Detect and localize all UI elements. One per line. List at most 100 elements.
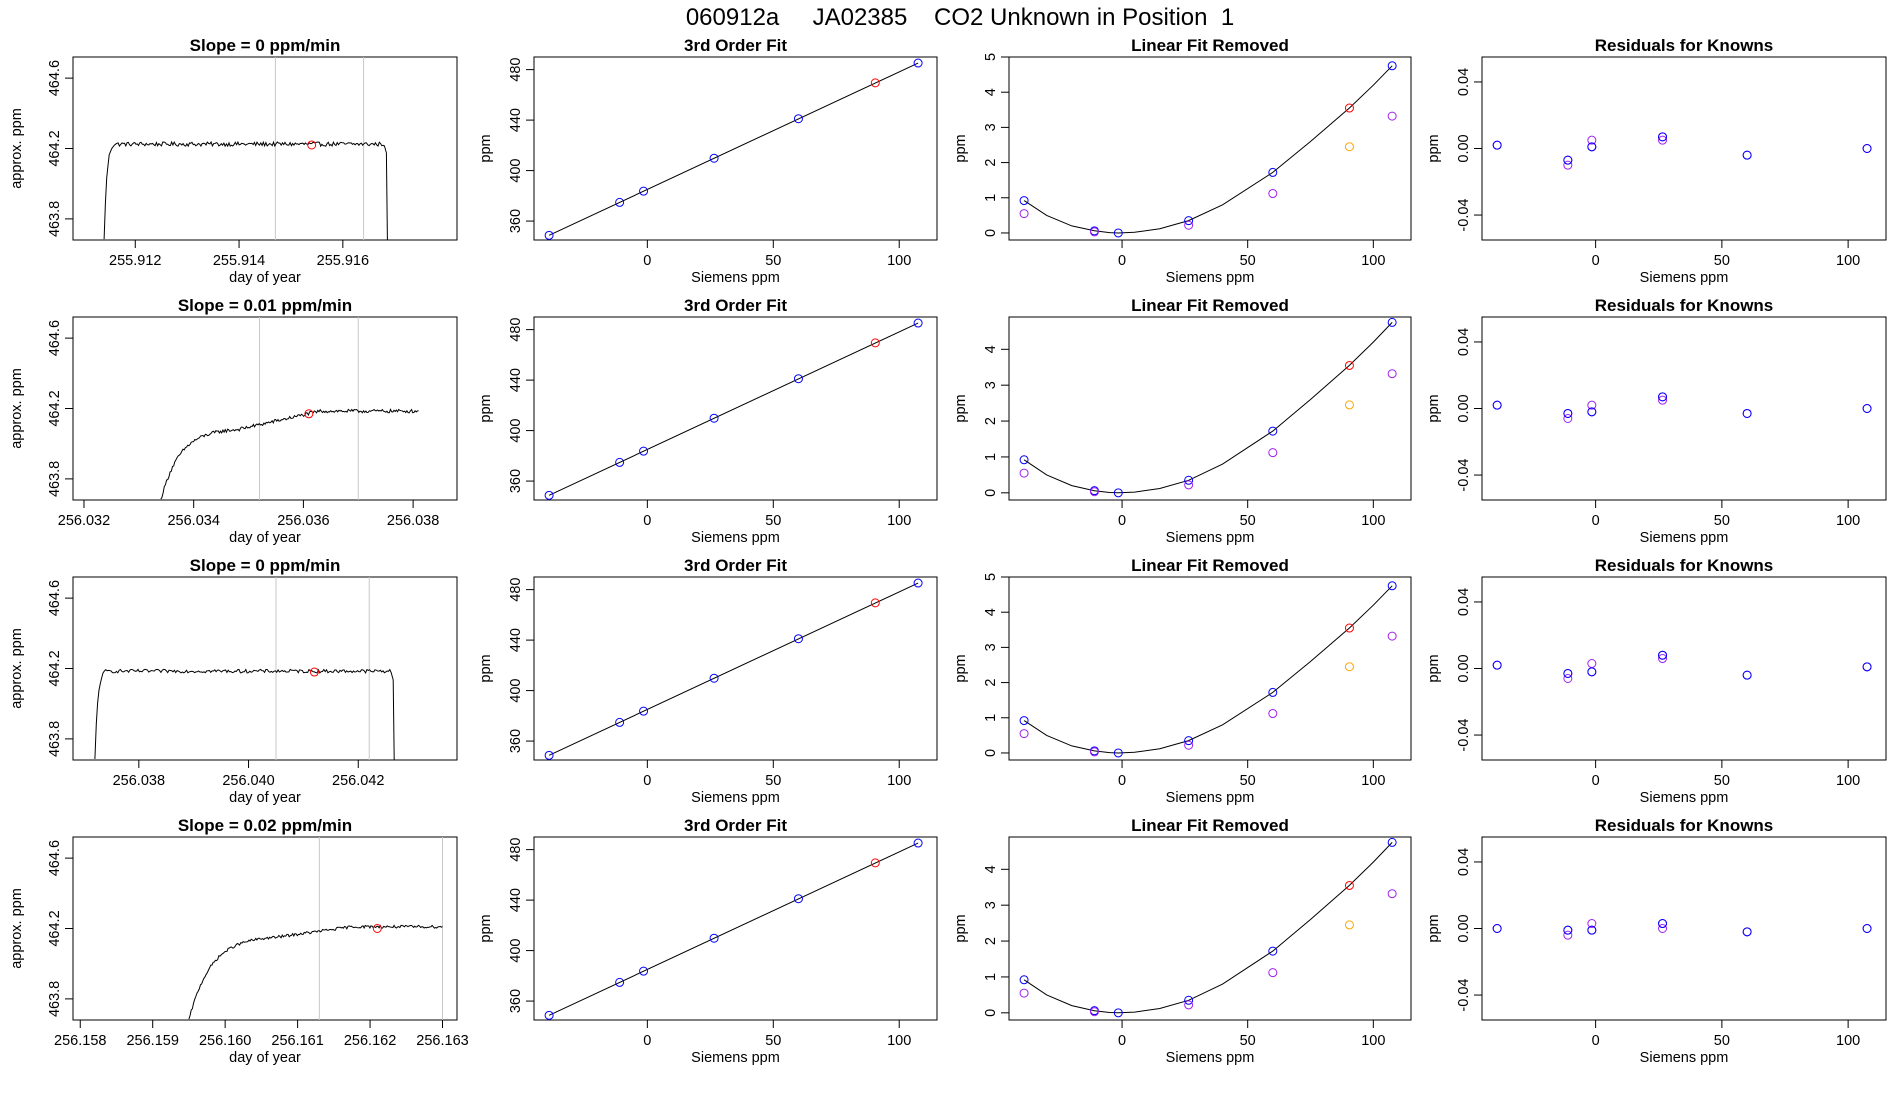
y-tick-label: 360 bbox=[508, 729, 524, 753]
data-point bbox=[793, 114, 803, 124]
plot-area bbox=[103, 57, 388, 240]
x-tick-label: 255.914 bbox=[213, 253, 265, 269]
data-point bbox=[1184, 480, 1194, 490]
chart-title: Slope = 0 ppm/min bbox=[190, 36, 341, 55]
data-point bbox=[913, 318, 923, 328]
plot-frame bbox=[1481, 316, 1887, 501]
x-tick-label: 100 bbox=[1836, 253, 1860, 269]
data-point bbox=[1658, 924, 1668, 933]
x-tick-label: 0 bbox=[1592, 513, 1600, 529]
y-tick-label: 480 bbox=[508, 578, 524, 602]
y-tick-label: 464.6 bbox=[47, 580, 63, 616]
chart-title: Slope = 0.02 ppm/min bbox=[178, 816, 352, 835]
plot-area bbox=[544, 578, 923, 760]
plot-area bbox=[544, 838, 923, 1020]
x-tick-label: 256.159 bbox=[126, 1033, 178, 1049]
x-tick-label: 255.916 bbox=[317, 253, 369, 269]
trace-line bbox=[94, 668, 395, 760]
chart-panel: 3rd Order Fit 0 50 100 360 400 440 480 Siemens p… bbox=[478, 36, 938, 286]
data-point bbox=[1344, 880, 1354, 890]
chart-panel: Residuals for Knowns 0 50 100 -0.04 0.00 0.04 S… bbox=[1426, 816, 1887, 1066]
plot-frame bbox=[533, 316, 938, 501]
fit-line bbox=[548, 322, 919, 496]
y-tick-label: 4 bbox=[983, 345, 999, 353]
y-tick-label: 1 bbox=[983, 194, 999, 202]
x-tick-label: 0 bbox=[643, 1033, 651, 1049]
y-tick-label: 4 bbox=[983, 88, 999, 96]
data-point bbox=[1387, 317, 1397, 327]
y-tick-label: 360 bbox=[508, 989, 524, 1013]
y-tick-label: 0 bbox=[983, 229, 999, 237]
y-axis-label: ppm bbox=[1426, 914, 1442, 942]
chart-title: 3rd Order Fit bbox=[684, 296, 787, 315]
data-point bbox=[1658, 654, 1668, 664]
y-tick-label: 1 bbox=[983, 453, 999, 461]
trace-line bbox=[160, 408, 419, 500]
data-point bbox=[1587, 667, 1597, 677]
data-point bbox=[1387, 889, 1397, 899]
x-tick-label: 100 bbox=[1836, 513, 1860, 529]
fit-line bbox=[548, 62, 919, 236]
data-point bbox=[1658, 392, 1668, 402]
data-point bbox=[1184, 220, 1194, 230]
x-axis-label: Siemens ppm bbox=[1166, 790, 1255, 806]
plot-frame bbox=[72, 836, 458, 1021]
data-point bbox=[1019, 468, 1029, 478]
y-tick-label: 0 bbox=[983, 1009, 999, 1017]
unknown-point bbox=[307, 140, 317, 150]
data-point bbox=[870, 598, 880, 608]
plot-area bbox=[94, 577, 395, 760]
chart-panel: Linear Fit Removed 0 50 100 0 1 2 3 4 5 Siemens pp… bbox=[953, 36, 1412, 286]
y-tick-label: -0.04 bbox=[1456, 979, 1472, 1012]
y-tick-label: 360 bbox=[508, 469, 524, 493]
data-point bbox=[913, 838, 923, 848]
x-tick-label: 100 bbox=[887, 253, 911, 269]
y-tick-label: 464.6 bbox=[47, 320, 63, 356]
chart-title: Slope = 0.01 ppm/min bbox=[178, 296, 352, 315]
plot-frame bbox=[72, 316, 458, 501]
data-point bbox=[709, 413, 719, 423]
data-point bbox=[615, 717, 625, 727]
x-tick-label: 0 bbox=[643, 253, 651, 269]
data-point bbox=[544, 490, 554, 500]
x-tick-label: 256.038 bbox=[387, 513, 439, 529]
figure-title: 060912a JA02385 CO2 Unknown in Position … bbox=[686, 4, 1234, 31]
x-axis-label: Siemens ppm bbox=[1166, 1050, 1255, 1066]
y-tick-label: 3 bbox=[983, 381, 999, 389]
x-axis-label: Siemens ppm bbox=[691, 790, 780, 806]
x-axis-label: Siemens ppm bbox=[1640, 1050, 1729, 1066]
data-point bbox=[1587, 659, 1597, 669]
data-point bbox=[1563, 925, 1573, 935]
y-axis-label: ppm bbox=[1426, 134, 1442, 162]
data-point bbox=[1563, 160, 1573, 170]
x-tick-label: 50 bbox=[1714, 773, 1730, 789]
x-tick-label: 256.162 bbox=[344, 1033, 396, 1049]
fit-curve bbox=[1023, 322, 1393, 494]
x-tick-label: 50 bbox=[1240, 253, 1256, 269]
data-point bbox=[1587, 919, 1597, 929]
plot-frame bbox=[72, 56, 458, 241]
data-point bbox=[793, 634, 803, 644]
data-point bbox=[544, 750, 554, 760]
x-axis-label: Siemens ppm bbox=[1166, 530, 1255, 546]
plot-frame bbox=[533, 56, 938, 241]
x-tick-label: 100 bbox=[1361, 513, 1385, 529]
y-axis-label: approx. ppm bbox=[9, 888, 25, 969]
data-point bbox=[1089, 227, 1099, 237]
x-tick-label: 0 bbox=[1118, 1033, 1126, 1049]
plot-area bbox=[544, 318, 923, 500]
data-point bbox=[793, 894, 803, 904]
data-point bbox=[1742, 408, 1752, 418]
plot-area bbox=[1492, 132, 1872, 170]
fit-curve bbox=[1023, 842, 1393, 1014]
data-point bbox=[1184, 1000, 1194, 1010]
plot-frame bbox=[1481, 56, 1887, 241]
y-axis-label: ppm bbox=[953, 134, 969, 162]
data-point bbox=[1184, 740, 1194, 750]
data-point bbox=[1344, 400, 1354, 410]
y-tick-label: 400 bbox=[508, 418, 524, 442]
x-axis-label: day of year bbox=[229, 1050, 301, 1066]
data-point bbox=[1184, 995, 1194, 1005]
x-tick-label: 50 bbox=[1714, 253, 1730, 269]
